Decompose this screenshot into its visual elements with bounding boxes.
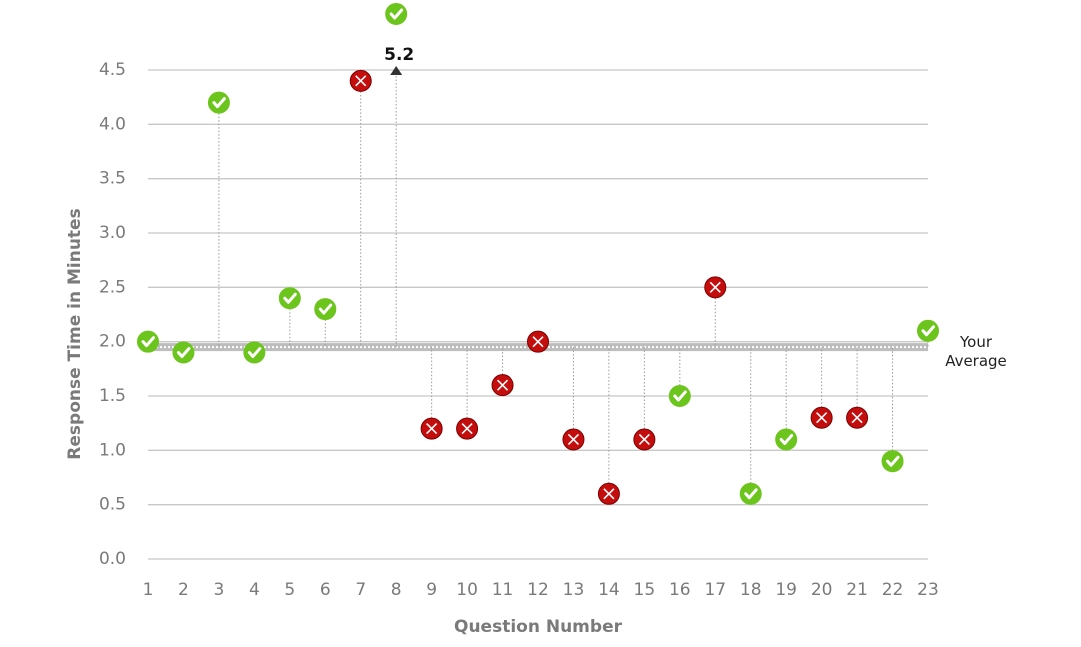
x-tick-label: 15 [634, 580, 656, 600]
cross-icon [638, 433, 650, 446]
x-tick-label: 12 [527, 580, 549, 600]
y-tick-label: 0.0 [99, 549, 126, 569]
x-tick-label: 4 [249, 580, 260, 600]
x-tick-label: 11 [492, 580, 514, 600]
point [917, 319, 939, 342]
point [881, 450, 904, 473]
point [243, 341, 266, 364]
cross-icon [496, 379, 509, 391]
point [137, 330, 159, 353]
check-icon [176, 347, 191, 359]
point [775, 428, 798, 451]
x-tick-label: 19 [775, 580, 797, 600]
x-tick-label: 6 [320, 580, 331, 600]
x-tick-label: 2 [178, 580, 189, 600]
point-circle [172, 341, 195, 364]
x-tick-label: 9 [426, 580, 437, 600]
point [420, 417, 443, 440]
y-tick-label: 4.5 [99, 60, 126, 80]
x-tick-label: 8 [391, 580, 402, 600]
y-tick-label: 2.5 [99, 277, 126, 297]
point-circle [278, 287, 301, 310]
average-label: Your Average [945, 333, 1007, 370]
y-tick-label: 1.0 [99, 440, 126, 460]
check-icon [141, 336, 155, 348]
y-tick-label: 2.0 [99, 332, 126, 352]
check-icon [283, 292, 297, 304]
point-circle [243, 341, 266, 364]
point [527, 330, 549, 353]
point [739, 482, 762, 505]
point-circle [668, 385, 691, 407]
x-tick-label: 18 [740, 580, 762, 600]
point [456, 417, 479, 440]
x-tick-label: 21 [846, 580, 868, 600]
point [810, 406, 833, 429]
x-tick-label: 22 [882, 580, 904, 600]
point [668, 385, 691, 407]
check-icon [318, 303, 333, 315]
point [385, 3, 408, 25]
x-tick-label: 23 [917, 580, 939, 600]
point [846, 406, 869, 429]
x-tick-label: 7 [355, 580, 366, 600]
check-icon [744, 488, 758, 500]
point [278, 287, 301, 310]
cross-icon [355, 75, 367, 87]
y-axis-title: Response Time in Minutes [65, 208, 85, 459]
point-circle [881, 450, 904, 473]
cross-icon [461, 423, 473, 435]
x-tick-label: 14 [598, 580, 620, 600]
value-label: 5.2 [384, 45, 414, 65]
check-icon [779, 433, 794, 445]
x-tick-label: 20 [811, 580, 833, 600]
x-tick-label: 17 [704, 580, 726, 600]
cross-icon [426, 423, 438, 435]
x-tick-label: 5 [284, 580, 295, 600]
check-icon [673, 390, 687, 402]
x-axis-title: Question Number [454, 617, 623, 637]
check-icon [247, 347, 262, 359]
cross-icon [532, 336, 544, 348]
point [704, 276, 727, 299]
point [633, 428, 656, 451]
point [349, 69, 372, 92]
cross-icon [603, 488, 615, 500]
check-icon [921, 325, 935, 337]
cross-icon [709, 281, 721, 293]
point-circle [207, 91, 230, 114]
point-circle [137, 330, 159, 353]
cross-icon [851, 412, 863, 424]
point [172, 341, 195, 364]
point-circle [385, 3, 408, 25]
point [207, 91, 230, 114]
point [314, 298, 337, 321]
check-icon [886, 455, 900, 467]
y-tick-label: 3.0 [99, 223, 126, 243]
cross-icon [567, 433, 580, 446]
y-tick-label: 0.5 [99, 495, 126, 515]
point [597, 482, 620, 505]
y-tick-label: 1.5 [99, 386, 126, 406]
point-circle [739, 482, 762, 505]
x-tick-label: 13 [563, 580, 585, 600]
y-tick-label: 3.5 [99, 169, 126, 189]
check-icon [389, 8, 404, 20]
x-tick-label: 16 [669, 580, 691, 600]
check-icon [212, 97, 226, 109]
x-tick-label: 1 [143, 580, 154, 600]
x-tick-label: 3 [213, 580, 224, 600]
y-tick-label: 4.0 [99, 114, 126, 134]
cross-icon [816, 412, 828, 424]
point-circle [775, 428, 798, 451]
x-tick-label: 10 [456, 580, 478, 600]
point [562, 428, 585, 451]
point [491, 374, 514, 397]
overflow-arrow [390, 66, 403, 75]
point-circle [314, 298, 337, 321]
